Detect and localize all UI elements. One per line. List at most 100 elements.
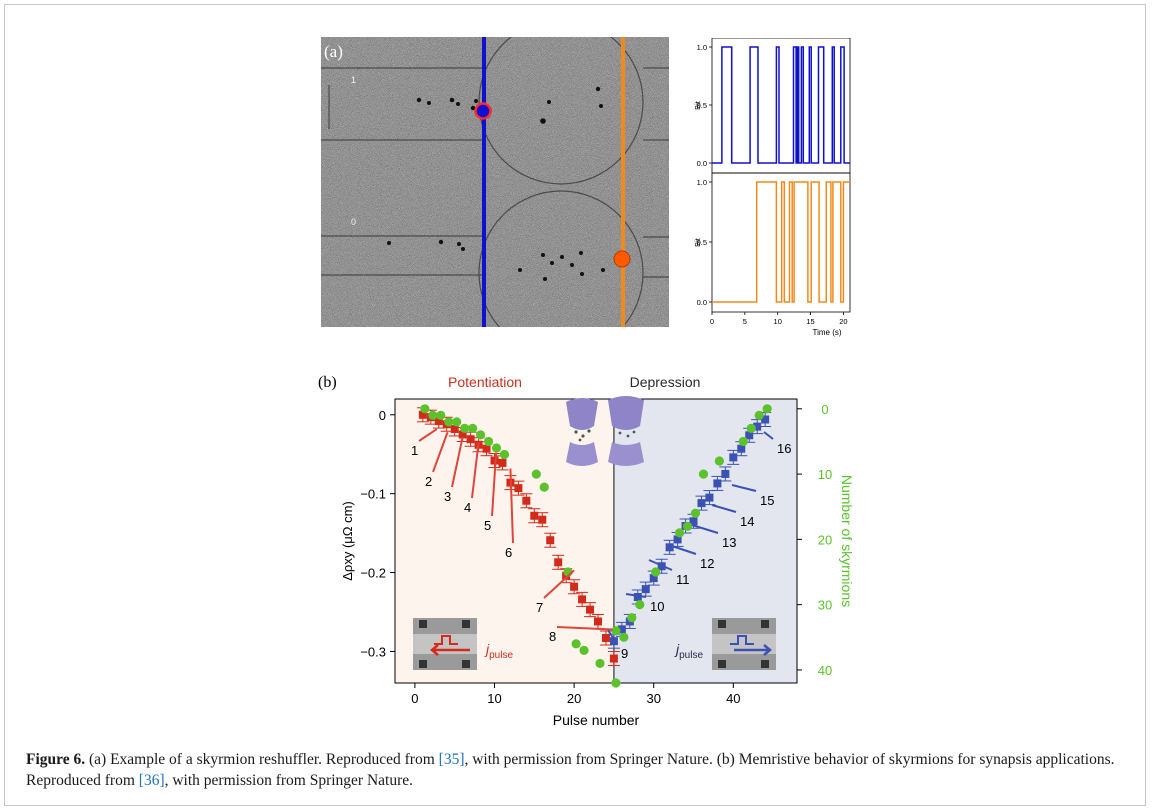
depression-arrow (648, 559, 673, 571)
bit-trace-line (712, 181, 850, 303)
skyrmion-point (468, 423, 478, 433)
figure-caption: Figure 6. (a) Example of a skyrmion resh… (26, 749, 1126, 791)
x-tick-label: 10 (487, 691, 501, 706)
jpulse-left: jpulse (484, 641, 513, 661)
bit-ytick-label: 1.0 (697, 178, 707, 187)
caption-ref-36[interactable]: [36] (138, 772, 165, 789)
depression-point (617, 625, 626, 634)
potentiation-point (601, 634, 610, 643)
y2-tick-label: 20 (818, 532, 832, 547)
bit-ylabel: Bit (693, 237, 702, 247)
x-tick-label: 20 (567, 691, 581, 706)
potentiation-point (482, 444, 491, 453)
potentiation-arrow (491, 452, 498, 517)
skyrmion-point (738, 436, 748, 447)
bit-ylabel: Bit (693, 100, 702, 110)
memristive-chart: (b) Potentiation Depression 0 10 20 30 400−0… (318, 374, 855, 728)
potentiation-point (514, 484, 523, 493)
depression-arrow (763, 431, 774, 440)
depression-point (633, 593, 642, 602)
caption-text-1: (a) Example of a skyrmion reshuffler. Re… (85, 751, 439, 768)
device-inset-left (413, 618, 477, 670)
depression-point (761, 415, 770, 424)
device-inset-right (712, 618, 776, 670)
y-tick-label: −0.2 (360, 566, 386, 581)
potentiation-label: Potentiation (448, 374, 522, 390)
bit-axes-frame (711, 172, 851, 313)
skyrmion-point (539, 482, 549, 492)
x-tick-label: 40 (726, 691, 740, 706)
depression-point (673, 535, 682, 544)
skyrmion-point (754, 410, 764, 420)
kerr-microscopy-image: 1 0 (a) (321, 37, 669, 327)
memristive-plot-group: 0 10 20 30 40 0 −0.1 −0.2 −0.3 0 10 20 30 40 Pulse num… (340, 398, 855, 728)
skyrmion-point (460, 423, 470, 433)
pulse-annotation-label: 11 (676, 572, 690, 587)
y-tick-label: −0.3 (360, 644, 386, 659)
skyrmion-dots (387, 86, 605, 281)
potentiation-point (418, 410, 427, 419)
pulse-annotation-label: 14 (740, 514, 754, 529)
potentiation-point (554, 558, 563, 567)
depression-arrow (711, 504, 737, 513)
potentiation-arrow (556, 626, 613, 631)
potentiation-point (570, 582, 579, 591)
y2-tick-label: 0 (821, 402, 828, 417)
bit-xtick-label: 20 (839, 317, 847, 326)
pulse-annotation-label: 4 (464, 500, 471, 515)
microscopy-svg: 1 0 (a) (321, 37, 669, 327)
skyrmion-point (571, 639, 581, 649)
jpulse-right: jpulse (674, 641, 703, 661)
potentiation-point (434, 417, 443, 426)
caption-figure-number: Figure 6. (26, 751, 86, 768)
potentiation-point (450, 424, 459, 433)
potentiation-point (522, 496, 531, 505)
depression-point (697, 499, 706, 508)
pulse-annotation-label: 12 (700, 556, 714, 571)
skyrmion-point (714, 456, 724, 466)
skyrmion-point (690, 508, 701, 518)
depression-point (737, 444, 746, 453)
depression-arrow (668, 544, 697, 555)
skyrmion-point (698, 469, 709, 479)
synapse-depression-illustration (608, 396, 644, 466)
skyrmion-point (674, 528, 685, 538)
bit-traces-group: 0.0 0.5 1.0 Bit 0.0 0.5 1.0 Bit 0 5 10 15 20 (693, 38, 851, 326)
pulse-annotation-label: 9 (621, 646, 628, 661)
skyrmion-point (452, 417, 462, 427)
figure-frame (4, 4, 1146, 806)
depression-point (721, 469, 730, 478)
y2-axis-label: Number of skyrmions (839, 475, 855, 607)
potentiation-arrow (432, 431, 449, 473)
potentiation-arrow (543, 569, 575, 599)
potentiation-arrow (451, 436, 464, 488)
potentiation-arrow (471, 442, 480, 499)
depression-point (705, 493, 714, 502)
bit-ytick-label: 0.0 (697, 159, 707, 168)
depression-point (745, 431, 754, 440)
depression-point (689, 517, 698, 526)
potentiation-point (586, 605, 595, 614)
potentiation-point (458, 430, 467, 439)
y-tick-label: 0 (379, 408, 386, 423)
caption-ref-35[interactable]: [35] (438, 751, 465, 768)
skyrmion-point (651, 567, 661, 577)
y-axis-label: Δρxy (μΩ cm) (340, 501, 355, 581)
bit-ytick-label: 1.0 (697, 43, 707, 52)
potentiation-point (609, 654, 618, 663)
skyrmion-point (499, 449, 510, 460)
depression-point (713, 479, 722, 488)
depression-point (753, 422, 762, 431)
track-label-0: 0 (351, 217, 356, 227)
pulse-annotation-label: 13 (722, 535, 736, 550)
bit-xtick-label: 5 (743, 317, 747, 326)
y2-tick-label: 10 (818, 467, 832, 482)
skyrmion-point (611, 678, 621, 688)
depression-point (729, 453, 738, 462)
potentiation-point (546, 536, 555, 545)
potentiation-point (578, 595, 587, 604)
pulse-annotation-label: 15 (760, 493, 774, 508)
skyrmion-point (436, 410, 446, 420)
potentiation-point (593, 617, 602, 626)
skyrmion-point (762, 404, 772, 414)
